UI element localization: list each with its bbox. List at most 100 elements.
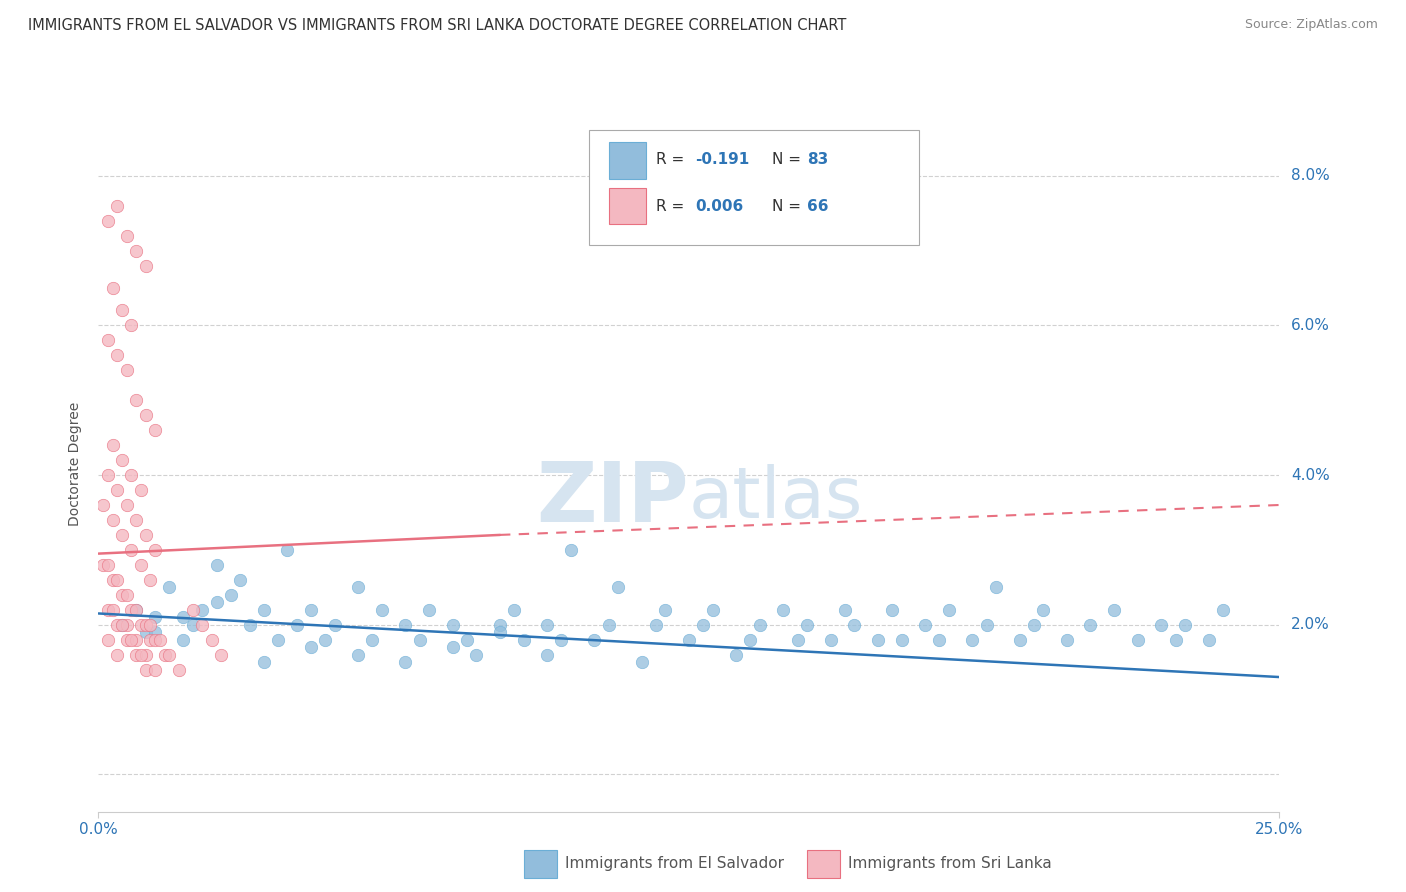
Point bbox=[962, 632, 984, 647]
Point bbox=[772, 603, 794, 617]
Point bbox=[105, 348, 128, 362]
Text: R =: R = bbox=[655, 199, 689, 214]
Point bbox=[135, 259, 157, 273]
Point bbox=[928, 632, 950, 647]
Point bbox=[97, 632, 120, 647]
Point bbox=[135, 617, 157, 632]
Point bbox=[880, 603, 903, 617]
Point bbox=[441, 617, 464, 632]
Point bbox=[121, 603, 143, 617]
Point bbox=[583, 632, 606, 647]
FancyBboxPatch shape bbox=[609, 187, 647, 224]
FancyBboxPatch shape bbox=[523, 850, 557, 878]
Point bbox=[418, 603, 440, 617]
Point bbox=[239, 617, 262, 632]
Point bbox=[129, 483, 152, 497]
Point bbox=[105, 617, 128, 632]
Point bbox=[1164, 632, 1187, 647]
Point bbox=[91, 558, 114, 572]
Point bbox=[229, 573, 252, 587]
Point bbox=[209, 648, 232, 662]
Point bbox=[1102, 603, 1125, 617]
Point bbox=[101, 281, 124, 295]
Point bbox=[371, 603, 394, 617]
Point bbox=[299, 640, 322, 654]
Point bbox=[219, 588, 242, 602]
Point bbox=[97, 213, 120, 227]
Point bbox=[125, 632, 148, 647]
Point bbox=[1212, 603, 1234, 617]
Point bbox=[105, 573, 128, 587]
Y-axis label: Doctorate Degree: Doctorate Degree bbox=[69, 401, 83, 526]
Point bbox=[115, 498, 138, 512]
Point bbox=[536, 648, 558, 662]
Text: Immigrants from El Salvador: Immigrants from El Salvador bbox=[565, 856, 785, 871]
Point bbox=[121, 318, 143, 333]
Text: 6.0%: 6.0% bbox=[1291, 318, 1330, 333]
Point bbox=[408, 632, 430, 647]
Point bbox=[143, 423, 166, 437]
Point bbox=[866, 632, 889, 647]
Point bbox=[97, 603, 120, 617]
Point bbox=[143, 542, 166, 557]
Point bbox=[153, 648, 176, 662]
Point bbox=[598, 617, 620, 632]
Point bbox=[1150, 617, 1173, 632]
Point bbox=[121, 468, 143, 483]
Point bbox=[1022, 617, 1045, 632]
Point bbox=[115, 588, 138, 602]
Point bbox=[101, 513, 124, 527]
Point bbox=[560, 542, 582, 557]
Point bbox=[111, 588, 134, 602]
Point bbox=[1032, 603, 1054, 617]
Point bbox=[361, 632, 384, 647]
FancyBboxPatch shape bbox=[609, 143, 647, 178]
Text: N =: N = bbox=[772, 153, 806, 168]
Point bbox=[678, 632, 700, 647]
Point bbox=[143, 632, 166, 647]
Text: 0.006: 0.006 bbox=[695, 199, 744, 214]
Point bbox=[253, 655, 276, 669]
Point bbox=[115, 228, 138, 243]
Point bbox=[299, 603, 322, 617]
Point bbox=[139, 617, 162, 632]
Point bbox=[1056, 632, 1078, 647]
Point bbox=[984, 580, 1007, 594]
Point bbox=[143, 610, 166, 624]
Point bbox=[125, 513, 148, 527]
Text: 83: 83 bbox=[807, 153, 828, 168]
Point bbox=[172, 632, 194, 647]
Point bbox=[105, 648, 128, 662]
Point bbox=[314, 632, 336, 647]
Point bbox=[550, 632, 572, 647]
Point bbox=[111, 303, 134, 318]
Point bbox=[285, 617, 308, 632]
Point bbox=[253, 603, 276, 617]
Point bbox=[914, 617, 936, 632]
Point bbox=[489, 625, 512, 640]
Point bbox=[740, 632, 762, 647]
Point bbox=[121, 542, 143, 557]
Text: -0.191: -0.191 bbox=[695, 153, 749, 168]
Point bbox=[97, 468, 120, 483]
Point bbox=[111, 617, 134, 632]
Text: IMMIGRANTS FROM EL SALVADOR VS IMMIGRANTS FROM SRI LANKA DOCTORATE DEGREE CORREL: IMMIGRANTS FROM EL SALVADOR VS IMMIGRANT… bbox=[28, 18, 846, 33]
Point bbox=[976, 617, 998, 632]
Text: 8.0%: 8.0% bbox=[1291, 169, 1330, 184]
Point bbox=[125, 244, 148, 258]
Point bbox=[167, 663, 190, 677]
Point bbox=[503, 603, 526, 617]
Point bbox=[97, 558, 120, 572]
Point bbox=[111, 617, 134, 632]
Point bbox=[157, 648, 180, 662]
Point bbox=[1008, 632, 1031, 647]
Point bbox=[323, 617, 346, 632]
Point bbox=[101, 573, 124, 587]
Point bbox=[172, 610, 194, 624]
Text: R =: R = bbox=[655, 153, 689, 168]
Point bbox=[890, 632, 912, 647]
Point bbox=[135, 625, 157, 640]
Point bbox=[125, 603, 148, 617]
Point bbox=[125, 648, 148, 662]
Point bbox=[1174, 617, 1197, 632]
